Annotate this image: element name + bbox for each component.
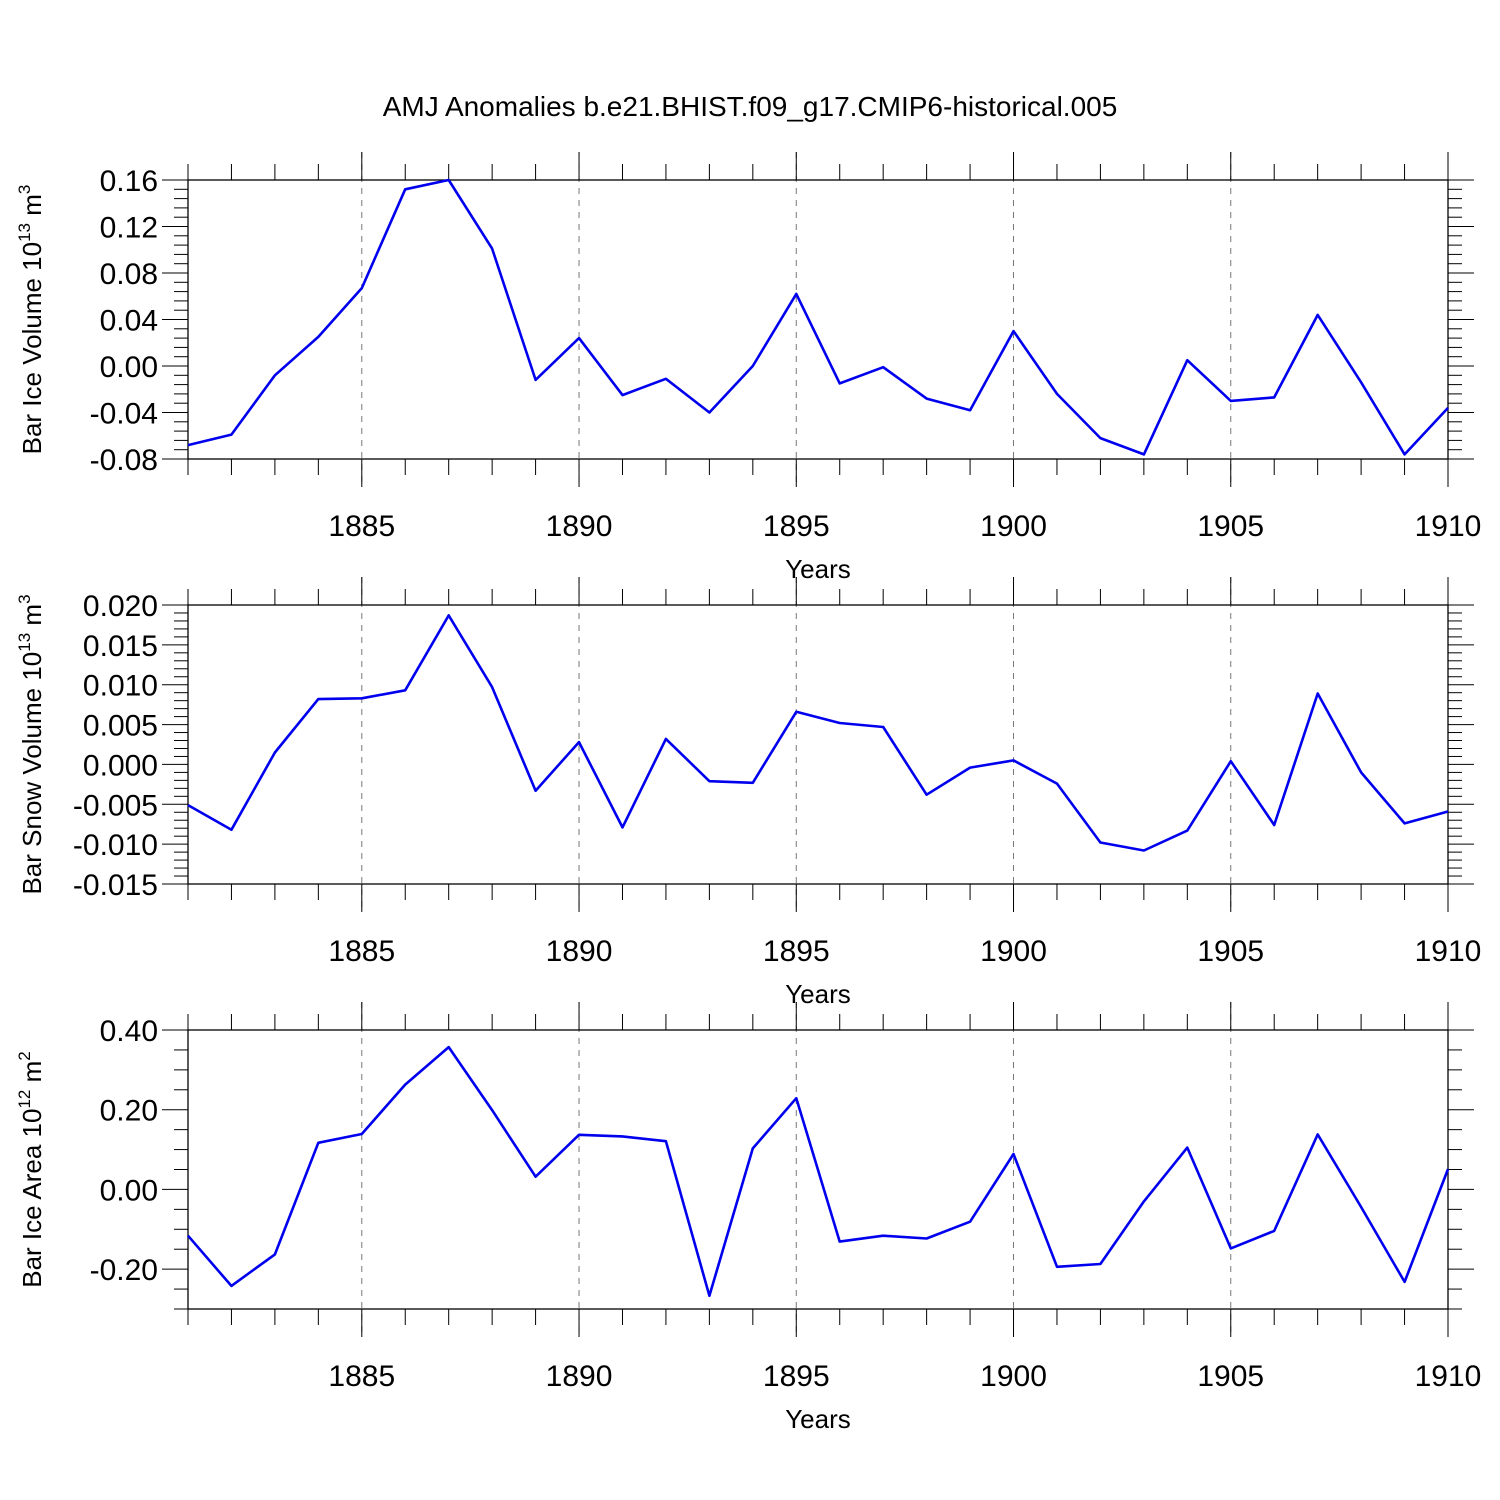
panel-2-xtick-label-4: 1905 xyxy=(1197,935,1264,968)
chart-title: AMJ Anomalies b.e21.BHIST.f09_g17.CMIP6-… xyxy=(383,91,1118,122)
panel-3-xtick-label-2: 1895 xyxy=(763,1360,830,1393)
panels: -0.08 -0.04 0.00 0.04 0.08 0.12 0.16 1885 1890 18… xyxy=(15,152,1481,1434)
panel-1-ytick-label-3: 0.04 xyxy=(100,305,158,338)
panel-2-xtick-label-0: 1885 xyxy=(328,935,395,968)
panel-3-series-line xyxy=(187,1045,1450,1298)
panel-2-xtick-label-3: 1900 xyxy=(980,935,1047,968)
panel-1-xtick-label-0: 1885 xyxy=(328,510,395,543)
panel-3: -0.20 0.00 0.20 0.40 1885 1890 1895 1900 1905 191… xyxy=(15,1002,1481,1434)
panel-3-xtick-label-0: 1885 xyxy=(328,1360,395,1393)
panel-2-xtick-label-2: 1895 xyxy=(763,935,830,968)
panel-1-ytick-label-6: 0.16 xyxy=(100,165,158,198)
panel-2-ytick-label-7: 0.020 xyxy=(83,590,158,623)
panel-3-ytick-label-1: 0.00 xyxy=(100,1174,158,1207)
panel-2-series-line xyxy=(187,614,1449,852)
panel-2-ytick-label-3: 0.000 xyxy=(83,749,158,782)
panel-3-xtick-label-1: 1890 xyxy=(546,1360,613,1393)
panel-2-ytick-label-4: 0.005 xyxy=(83,710,158,743)
panel-3-xtick-label-5: 1910 xyxy=(1415,1360,1482,1393)
panel-2-yaxis-title: Bar Snow Volume 1013 m3 xyxy=(15,594,47,894)
panel-1-xtick-label-1: 1890 xyxy=(546,510,613,543)
panel-2-ytick-label-1: -0.010 xyxy=(73,829,158,862)
panel-1-ytick-label-1: -0.04 xyxy=(90,398,158,431)
panel-1-xtick-label-3: 1900 xyxy=(980,510,1047,543)
panel-3-ytick-label-2: 0.20 xyxy=(100,1095,158,1128)
panel-2-ytick-label-0: -0.015 xyxy=(73,869,158,902)
panel-3-ytick-label-3: 0.40 xyxy=(100,1015,158,1048)
panel-3-yaxis-title: Bar Ice Area 1012 m2 xyxy=(15,1051,47,1288)
panel-1-series-line xyxy=(187,178,1449,456)
panel-1-xtick-label-5: 1910 xyxy=(1415,510,1482,543)
panel-1-ytick-label-4: 0.08 xyxy=(100,258,158,291)
panel-3-xtick-label-3: 1900 xyxy=(980,1360,1047,1393)
panel-2: -0.015 -0.010 -0.005 0.000 0.005 0.010 0.015 0.… xyxy=(15,577,1481,1009)
panel-1-xaxis-title: Years xyxy=(785,554,851,584)
panel-1-xtick-label-2: 1895 xyxy=(763,510,830,543)
panel-1-ytick-label-0: -0.08 xyxy=(90,444,158,477)
panel-3-xaxis-title: Years xyxy=(785,1404,851,1434)
panel-2-xtick-label-5: 1910 xyxy=(1415,935,1482,968)
panel-1-yaxis-title: Bar Ice Volume 1013 m3 xyxy=(15,185,47,455)
panel-2-xtick-label-1: 1890 xyxy=(546,935,613,968)
panel-2-frame xyxy=(187,604,1449,885)
panel-3-ytick-label-0: -0.20 xyxy=(90,1254,158,1287)
panel-1: -0.08 -0.04 0.00 0.04 0.08 0.12 0.16 1885 1890 18… xyxy=(15,152,1481,584)
panel-1-frame xyxy=(187,179,1449,460)
panel-1-xtick-label-4: 1905 xyxy=(1197,510,1264,543)
panel-2-ytick-label-2: -0.005 xyxy=(73,789,158,822)
panel-1-ytick-label-5: 0.12 xyxy=(100,212,158,245)
panel-2-ytick-label-5: 0.010 xyxy=(83,670,158,703)
panel-3-xtick-label-4: 1905 xyxy=(1197,1360,1264,1393)
panel-2-ytick-label-6: 0.015 xyxy=(83,630,158,663)
panel-1-ytick-label-2: 0.00 xyxy=(100,351,158,384)
panel-2-xaxis-title: Years xyxy=(785,979,851,1009)
